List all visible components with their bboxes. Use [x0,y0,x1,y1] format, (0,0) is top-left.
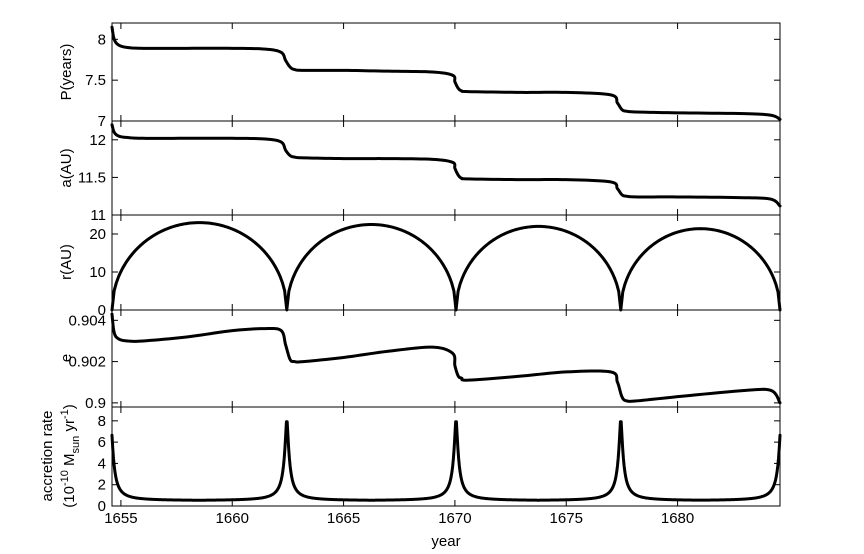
panel-period-ytick-label: 8 [98,31,106,48]
panel-accretion-rate-marks: 0 2 4 6 8 1655 1660 1665 1670 1675 1680 [98,407,782,527]
panel-accretion-rate-ytick-label: 4 [98,455,106,472]
x-tick-label: 1665 [327,510,360,527]
panel-accretion-rate-series-line [110,420,782,502]
panel-semimajor-axis-series-line [110,123,782,208]
panel-eccentricity-ytick-label: 0.902 [68,354,106,371]
panel-semimajor-axis-ytick-label: 11 [90,207,106,224]
x-tick-label: 1660 [216,510,249,527]
x-tick-label: 1670 [438,510,471,527]
x-tick-label: 1675 [550,510,583,527]
panel-accretion-rate-ytick-label: 6 [98,434,106,451]
panel-semimajor-axis-ylabel: a(AU) [58,148,75,187]
panel-period-ytick-label: 7.5 [85,72,106,89]
panel-semimajor-axis-marks: 11 11.5 12 [78,121,782,224]
panel-eccentricity-ytick-label: 0.904 [68,312,106,329]
panel-accretion-rate-ylabel-units: (10-10 Msun yr-1) [59,404,82,507]
panel-accretion-rate-ytick-label: 8 [98,413,106,430]
panel-accretion-rate-ylabel: accretion rate [39,411,56,502]
panel-semimajor-axis-ytick-label: 11.5 [78,169,106,186]
x-axis-label: year [431,533,460,550]
panel-accretion-rate-ytick-label: 2 [98,477,106,494]
panel-semimajor-axis-ytick-label: 12 [89,132,106,149]
panel-distance-marks: 0 10 20 [89,215,782,319]
panel-eccentricity-ylabel: e [58,354,75,362]
chart-marks: 77.581111.512010200.90.9020.904024681655… [68,23,782,527]
panel-eccentricity-series-line [110,312,782,405]
x-tick-label: 1680 [661,510,694,527]
panel-distance-ytick-label: 20 [89,226,106,243]
panel-period-series-line [110,25,782,121]
x-tick-label: 1655 [104,510,137,527]
panel-eccentricity-marks: 0.9 0.902 0.904 [68,310,782,412]
panel-eccentricity-ytick-label: 0.9 [85,395,106,412]
panel-period-ytick-label: 7 [98,113,106,130]
panel-accretion-rate-ytick-label: 0 [98,498,106,515]
panel-distance-series-line [110,221,782,312]
panel-period-marks: 77.58 [85,23,782,130]
panel-distance-ytick-label: 10 [89,264,106,281]
panel-period-ylabel: P(years) [58,44,75,101]
panel-distance-ylabel: r(AU) [58,244,75,280]
panel-distance-ytick-label: 0 [98,302,106,319]
